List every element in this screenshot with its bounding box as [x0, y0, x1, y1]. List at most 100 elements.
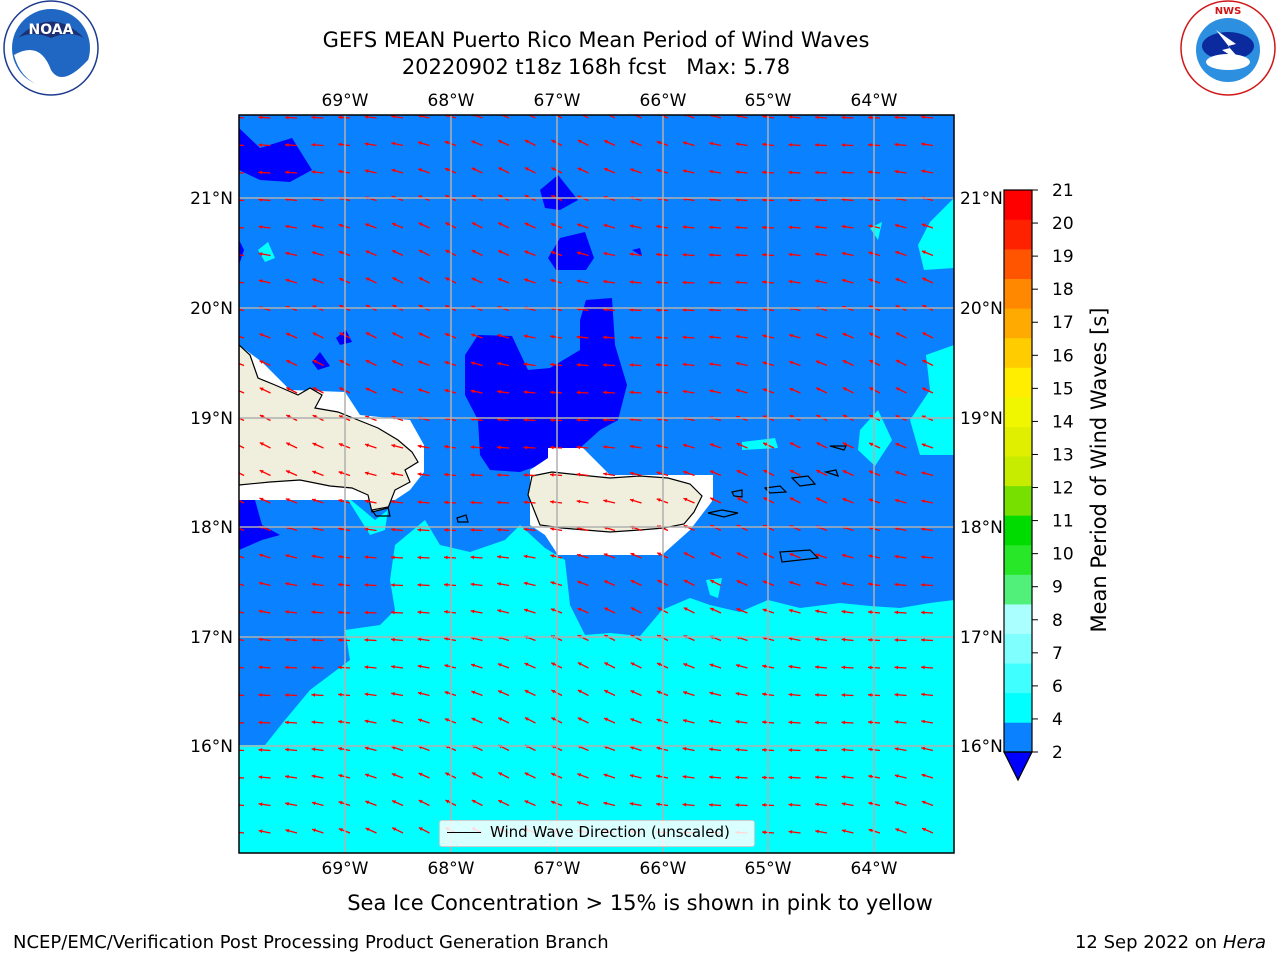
- wind-arrow-head: [842, 414, 847, 419]
- wind-arrow-head: [868, 470, 873, 475]
- wind-arrow-head: [921, 169, 926, 174]
- wind-arrow-head: [629, 390, 634, 395]
- wave-below-2s-region: [548, 232, 594, 270]
- wind-arrow-head: [922, 360, 927, 364]
- wind-arrow-head: [286, 442, 291, 446]
- wind-arrow-head: [365, 223, 370, 227]
- wind-arrow-head: [815, 198, 819, 202]
- wind-arrow-head: [258, 279, 263, 283]
- wind-arrow-head: [444, 389, 449, 393]
- wind-arrow-head: [788, 279, 793, 284]
- wind-arrow-head: [444, 528, 448, 532]
- wind-arrow-head: [232, 665, 236, 669]
- wind-arrow-head: [523, 554, 528, 559]
- wind-arrow-head: [470, 389, 475, 394]
- wind-arrow-head: [497, 582, 501, 586]
- wind-arrow-head: [789, 388, 794, 392]
- wind-arrow-head: [682, 169, 687, 173]
- wind-arrow-head: [258, 581, 263, 586]
- wind-arrow-head: [444, 610, 448, 614]
- wind-arrow-head: [417, 583, 422, 587]
- wind-arrow-head: [815, 143, 819, 147]
- wind-arrow-head: [497, 609, 502, 613]
- wind-arrow-head: [788, 692, 793, 697]
- wind-arrow-head: [921, 115, 925, 120]
- colorbar-segment: [1004, 633, 1032, 664]
- wind-arrow-head: [338, 638, 342, 642]
- lon-label: 65°W: [745, 91, 792, 111]
- wind-arrow-head: [285, 498, 290, 502]
- colorbar: 2 4 6 7 8 9 10 11 12 13 14 15 16 17 18 19 20 21: [1003, 181, 1074, 782]
- wind-arrow-head: [524, 278, 529, 283]
- wind-arrow-head: [577, 662, 582, 666]
- wind-arrow-head: [735, 198, 740, 202]
- wind-arrow-head: [576, 390, 581, 395]
- wind-arrow-head: [338, 582, 342, 587]
- wind-arrow-head: [233, 415, 237, 418]
- wind-arrow-head: [339, 359, 344, 364]
- wind-arrow-head: [735, 280, 740, 285]
- wind-arrow-head: [523, 527, 528, 532]
- wind-arrow-head: [789, 581, 794, 585]
- wind-arrow-head: [656, 718, 661, 723]
- wind-arrow-head: [576, 445, 581, 450]
- wind-arrow-head: [603, 773, 608, 778]
- wind-arrow-head: [815, 637, 819, 642]
- wave-4-6s-patch: [742, 438, 778, 450]
- wind-arrow-head: [258, 665, 263, 670]
- wind-arrow-head: [470, 473, 475, 477]
- svg-text:NWS: NWS: [1215, 6, 1242, 17]
- wave-below-2s-region: [632, 248, 642, 256]
- lat-label: 17°N: [960, 628, 1003, 648]
- wind-arrow-head: [551, 690, 556, 694]
- wind-arrow-head: [603, 472, 607, 476]
- wind-arrow-head: [682, 335, 687, 340]
- wind-arrow-head: [311, 554, 316, 559]
- wind-arrow-head: [656, 224, 660, 229]
- wind-arrow-head: [338, 665, 342, 670]
- wind-arrow-head: [709, 253, 713, 257]
- wind-arrow-head: [444, 664, 449, 668]
- colorbar-segment: [1004, 456, 1032, 487]
- wind-arrow-head: [418, 250, 423, 254]
- sea-ice-note: Sea Ice Concentration > 15% is shown in …: [347, 891, 933, 915]
- wind-arrow-head: [312, 415, 317, 419]
- wind-arrow-head: [444, 444, 448, 449]
- wind-arrow-head: [471, 800, 476, 804]
- wind-arrow-head: [735, 692, 740, 696]
- wind-arrow-head: [365, 800, 370, 805]
- wind-arrow-head: [735, 664, 740, 668]
- wind-arrow: [684, 115, 695, 119]
- wind-arrow-head: [233, 470, 237, 473]
- wind-arrow-head: [576, 363, 581, 367]
- wind-arrow-head: [551, 139, 556, 144]
- wind-arrow-head: [577, 223, 582, 227]
- wind-arrow-head: [762, 775, 766, 780]
- wind-arrow-head: [841, 747, 846, 752]
- wind-arrow-head: [285, 278, 290, 283]
- wind-arrow-head: [391, 527, 395, 532]
- wind-arrow-head: [576, 418, 581, 422]
- wind-arrow-head: [497, 445, 501, 450]
- wind-arrow-head: [233, 553, 237, 557]
- wind-arrow-head: [895, 470, 900, 475]
- wind-arrow-head: [550, 472, 554, 477]
- puerto-rico-landmass: [527, 471, 703, 533]
- wind-arrow-head: [577, 167, 582, 172]
- colorbar-segment: [1004, 485, 1032, 516]
- wind-arrow-head: [418, 332, 423, 337]
- wind-arrow-head: [682, 775, 687, 779]
- wind-arrow-head: [365, 827, 370, 832]
- wind-arrow-head: [894, 498, 899, 503]
- wind-arrow-head: [868, 554, 873, 559]
- wind-arrow: [239, 555, 245, 559]
- wind-arrow-head: [842, 498, 847, 502]
- wind-arrow-head: [763, 442, 768, 447]
- wind-arrow-head: [868, 610, 872, 615]
- wind-arrow-head: [312, 278, 317, 282]
- wind-arrow-head: [417, 691, 422, 696]
- lat-label: 18°N: [960, 518, 1003, 538]
- wind-arrow-head: [656, 774, 660, 779]
- wind-arrow-head: [921, 527, 925, 532]
- wind-arrow-head: [524, 222, 529, 227]
